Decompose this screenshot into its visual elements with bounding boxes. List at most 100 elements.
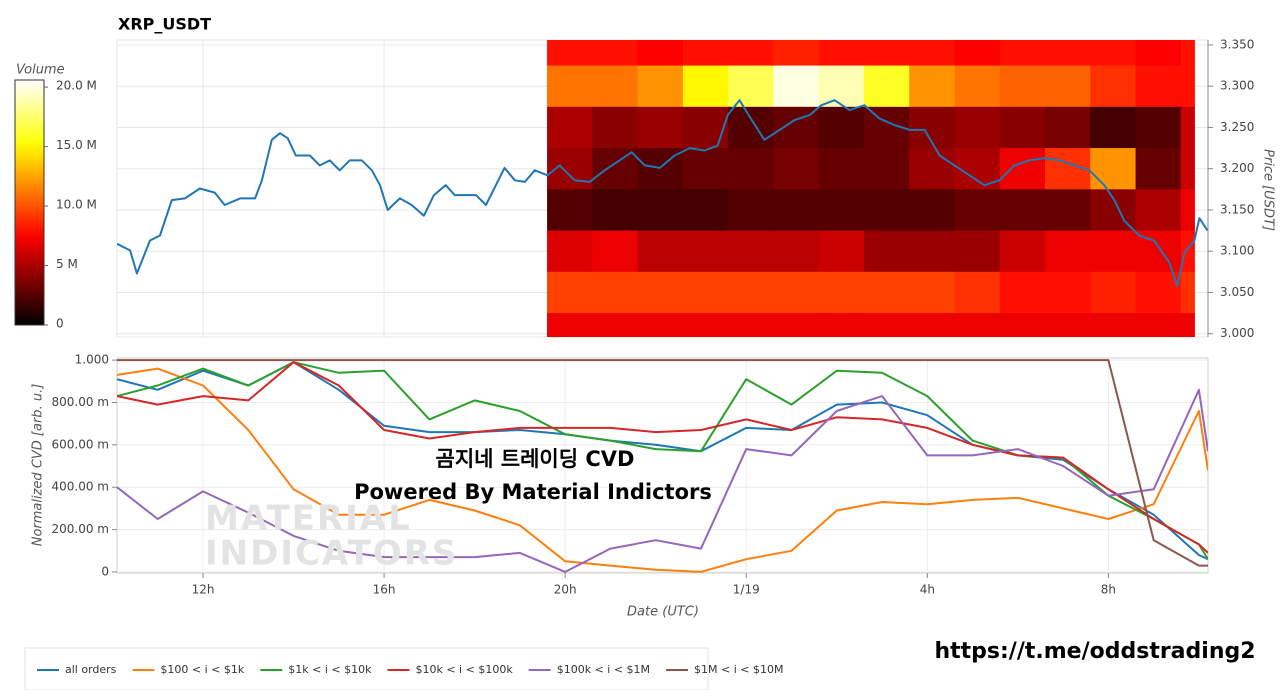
heatmap-cell [637, 313, 684, 337]
heatmap-cell [1180, 271, 1195, 314]
y-tick-label: 400.00 m [52, 480, 110, 494]
y-axis-label: Normalized CVD [arb. u.] [31, 384, 46, 547]
heatmap-cell [954, 230, 1001, 273]
heatmap-cell [999, 40, 1046, 67]
heatmap-cell [1180, 40, 1195, 67]
heatmap-cell [1135, 40, 1182, 67]
heatmap-cell [592, 40, 639, 67]
series-group [117, 361, 1208, 554]
heatmap-cell [1180, 189, 1195, 232]
heatmap-cell [818, 65, 865, 108]
heatmap-cell [909, 148, 955, 190]
heatmap-cell [909, 313, 955, 337]
legend-label: $1M < i < $10M [694, 663, 783, 676]
heatmap-cell [773, 65, 820, 108]
heatmap-cell [818, 313, 865, 337]
x-tick-label: 1/19 [733, 583, 760, 597]
heatmap-cell [999, 271, 1046, 314]
series-group [117, 359, 1208, 567]
heatmap-cell [682, 40, 729, 67]
x-tick-label: 8h [1101, 583, 1116, 597]
heatmap-cell [1045, 313, 1091, 337]
y-tick-label: 3.050 [1220, 285, 1254, 299]
watermark: INDICATORS [205, 534, 458, 574]
heatmap-cell [999, 106, 1046, 149]
heatmap-cell [728, 271, 774, 314]
y-tick-label: 3.300 [1220, 79, 1254, 93]
heatmap-cell [863, 65, 910, 108]
colorbar-tick-label: 15.0 M [56, 138, 97, 152]
heatmap-cell [954, 40, 1001, 67]
heatmap-cell [637, 65, 684, 108]
x-axis-label: Date (UTC) [627, 605, 699, 620]
heatmap-cell [637, 271, 684, 314]
heatmap-cell [863, 271, 910, 314]
heatmap-cell [728, 230, 774, 273]
heatmap-cell [1090, 40, 1137, 67]
heatmap-cell [1180, 106, 1195, 149]
heatmap-cell [909, 65, 955, 108]
legend-label: $100k < i < $1M [557, 663, 650, 676]
y-tick-label: 3.250 [1220, 120, 1254, 134]
x-tick-label: 16h [373, 583, 396, 597]
legend-label: all orders [65, 663, 117, 676]
heatmap-cell [592, 65, 639, 108]
x-tick-label: 12h [192, 583, 215, 597]
heatmap-cell [728, 189, 774, 232]
heatmap-cell [1135, 313, 1182, 337]
heatmap-cell [999, 65, 1046, 108]
heatmap-cell [592, 313, 639, 337]
heatmap-cell [1045, 40, 1091, 67]
heatmap-cell [637, 40, 684, 67]
heatmap-cell [637, 230, 684, 273]
heatmap-cell [1135, 148, 1182, 190]
heatmap-cell [1135, 106, 1182, 149]
heatmap-cell [637, 189, 684, 232]
heatmap-cell [999, 189, 1046, 232]
x-tick-label: 20h [554, 583, 577, 597]
heatmap-cell [999, 313, 1046, 337]
heatmap-cell [1135, 271, 1182, 314]
heatmap-cell [637, 106, 684, 149]
heatmap-cell [773, 40, 820, 67]
heatmap-cell [1045, 189, 1091, 232]
heatmap [547, 40, 1195, 337]
y-tick-label: 3.200 [1220, 161, 1254, 175]
colorbar-tick-label: 5 M [56, 257, 78, 271]
colorbar [14, 79, 45, 326]
heatmap-cell [1090, 65, 1137, 108]
heatmap-cell [592, 189, 639, 232]
heatmap-cell [728, 148, 774, 190]
line [117, 359, 1208, 567]
heatmap-cell [592, 148, 639, 190]
colorbar-tick-label: 0 [56, 317, 64, 331]
heatmap-cell [682, 313, 729, 337]
heatmap-cell [682, 189, 729, 232]
y-tick-label: 0 [101, 564, 109, 578]
heatmap-cell [909, 189, 955, 232]
y-axis-label: Price [USDT] [1261, 149, 1276, 231]
series-group [117, 99, 1208, 287]
heatmap-cell [728, 106, 774, 149]
heatmap-cell [547, 271, 593, 314]
line [117, 388, 1208, 573]
heatmap-cell [547, 313, 593, 337]
heatmap-cell [728, 40, 774, 67]
heatmap-cell [909, 271, 955, 314]
heatmap-cell [592, 106, 639, 149]
series-group [117, 367, 1208, 573]
legend-label: $100 < i < $1k [160, 663, 244, 676]
y-tick-label: 3.150 [1220, 202, 1254, 216]
heatmap-cell [1090, 148, 1137, 190]
heatmap-cell [728, 313, 774, 337]
x-tick-label: 4h [920, 583, 935, 597]
overlay-text: 곰지네 트레이딩 CVD [436, 447, 635, 471]
link-text: https://t.me/oddstrading2 [934, 639, 1255, 664]
heatmap-cell [682, 148, 729, 190]
heatmap-cell [1090, 230, 1137, 273]
heatmap-cell [1180, 230, 1195, 273]
colorbar-tick-label: 20.0 M [56, 79, 97, 93]
heatmap-cell [1135, 65, 1182, 108]
heatmap-cell [999, 230, 1046, 273]
heatmap-cell [909, 230, 955, 273]
